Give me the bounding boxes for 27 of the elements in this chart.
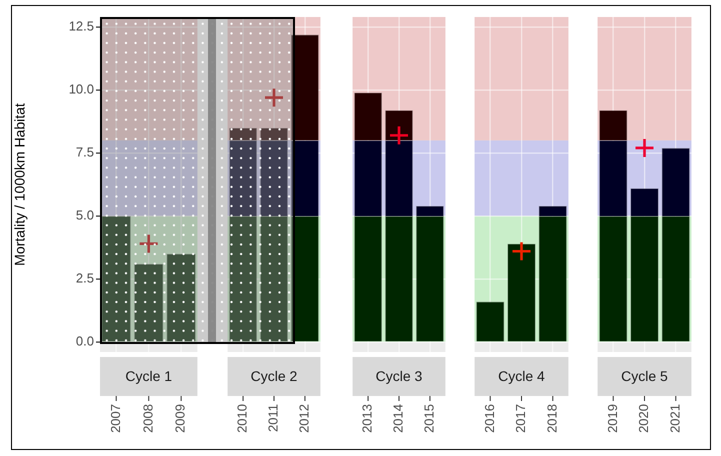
text: Cycle 3 — [376, 368, 423, 384]
x-tick-label: 2016 — [482, 404, 497, 433]
x-tick-label: 2015 — [422, 404, 437, 433]
y-tick-label: 2.5 — [76, 270, 94, 286]
x-tick-label: 2019 — [604, 404, 620, 433]
text: Cycle 1 — [125, 368, 172, 384]
y-tick-label: 12.5 — [68, 18, 94, 34]
x-tick-label: 2007 — [108, 404, 123, 433]
text: Cycle 5 — [621, 368, 668, 384]
text: Cycle 2 — [250, 368, 298, 384]
y-tick-label: 10.0 — [68, 82, 94, 97]
x-tick-label: 2009 — [172, 404, 188, 433]
x-tick-label: 2012 — [296, 404, 312, 433]
y-tick-label: 0.0 — [76, 334, 94, 349]
y-tick-label: 7.5 — [76, 144, 94, 160]
x-tick-label: 2008 — [140, 404, 156, 433]
y-tick-label: 5.0 — [76, 208, 94, 223]
text: Cycle 4 — [498, 368, 546, 384]
x-tick-label: 2011 — [266, 404, 281, 432]
x-tick-label: 2013 — [360, 404, 375, 433]
x-tick-label: 2021 — [667, 404, 682, 433]
x-tick-label: 2020 — [636, 404, 652, 433]
y-axis-title: Mortality / 1000km Habitat — [11, 103, 28, 266]
x-tick-label: 2010 — [234, 404, 250, 433]
x-tick-label: 2017 — [513, 404, 528, 433]
x-tick-label: 2018 — [544, 404, 560, 433]
x-tick-label: 2014 — [390, 404, 406, 433]
